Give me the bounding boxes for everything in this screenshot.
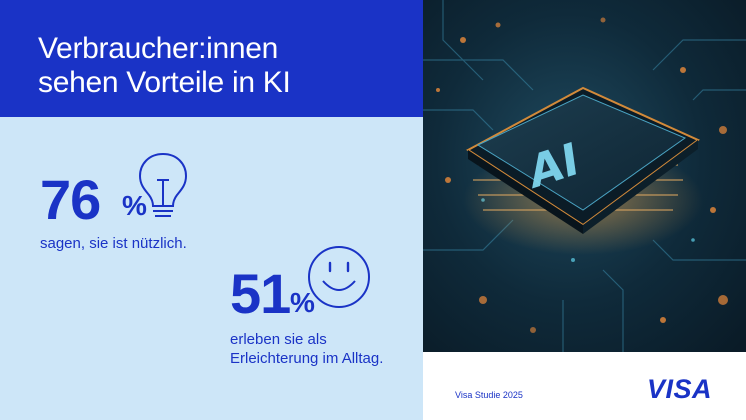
- lightbulb-icon: [138, 152, 188, 217]
- visa-logo: VISA: [646, 374, 712, 404]
- footer: Visa Studie 2025 VISA: [423, 352, 746, 420]
- smiley-icon: [308, 246, 370, 308]
- stat-2-text-line-2: Erleichterung im Alltag.: [230, 350, 384, 367]
- title-line-2: sehen Vorteile in KI: [38, 66, 291, 99]
- stat-2-number: 51: [230, 262, 291, 325]
- title-band: Verbraucher:innen sehen Vorteile in KI: [0, 0, 423, 117]
- left-panel: Verbraucher:innen sehen Vorteile in KI 7…: [0, 0, 423, 367]
- circuit-board-chip-icon: AI: [423, 0, 746, 352]
- title-line-1: Verbraucher:innen: [38, 32, 279, 65]
- stat-2-text-line-1: erleben sie als: [230, 331, 327, 348]
- stat-1-text-line-1: sagen, sie ist nützlich.: [40, 235, 187, 252]
- stat-1-number: 76: [40, 168, 101, 231]
- page-title: Verbraucher:innen sehen Vorteile in KI: [38, 32, 291, 100]
- source-text: Visa Studie 2025: [455, 390, 523, 400]
- ai-chip-image: AI: [423, 0, 746, 352]
- stat-2-unit: %: [290, 287, 315, 318]
- stat-1-unit: %: [122, 190, 147, 221]
